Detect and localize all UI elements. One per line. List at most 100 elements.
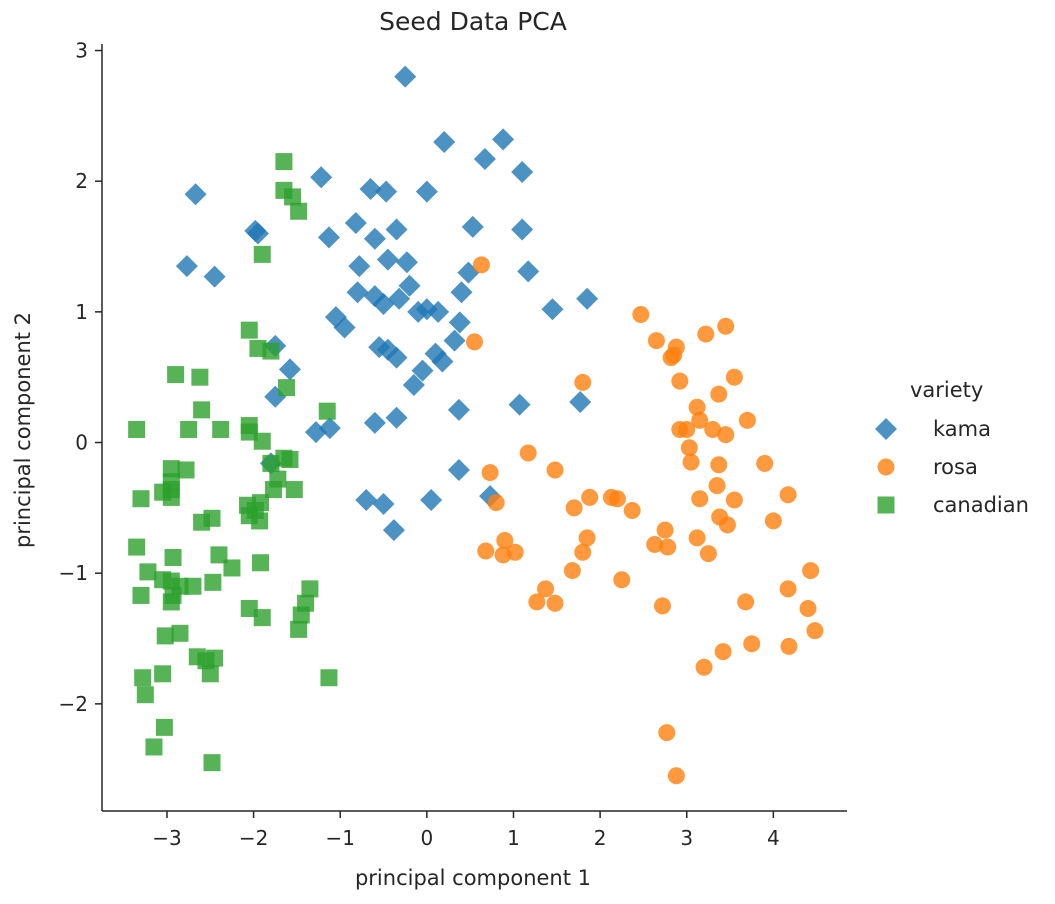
kama-point	[407, 300, 430, 323]
canadian-point	[155, 718, 173, 736]
canadian-point	[201, 665, 219, 683]
kama-point	[375, 180, 398, 203]
kama-point	[511, 218, 534, 241]
x-tick-label: 2	[594, 826, 607, 850]
rosa-point	[658, 724, 676, 742]
y-tick-label: 2	[75, 169, 88, 193]
kama-point	[376, 248, 399, 271]
rosa-point	[613, 571, 631, 589]
rosa-point	[623, 501, 641, 519]
kama-point	[402, 374, 425, 397]
rosa-point	[537, 580, 555, 598]
plot-marks	[128, 65, 824, 785]
rosa-point	[738, 411, 756, 429]
canadian-point	[180, 420, 198, 438]
rosa-point	[680, 439, 698, 457]
legend: variety kama rosa canadian	[875, 378, 1029, 517]
rosa-point	[756, 454, 774, 472]
canadian-point	[212, 420, 230, 438]
canadian-point	[128, 538, 146, 556]
kama-point	[333, 316, 356, 339]
rosa-point	[565, 499, 583, 517]
kama-point	[415, 180, 438, 203]
canadian-point	[132, 586, 150, 604]
rosa-point	[563, 562, 581, 580]
kama-point	[310, 166, 333, 189]
canadian-point	[139, 563, 157, 581]
kama-point	[448, 311, 471, 334]
kama-point	[443, 329, 466, 352]
series-rosa	[466, 256, 824, 785]
legend-title: variety	[910, 378, 983, 402]
canadian-point	[164, 549, 182, 567]
canadian-point	[136, 686, 154, 704]
rosa-point	[574, 373, 592, 391]
rosa-point	[799, 599, 817, 617]
x-tick-label: −1	[325, 826, 354, 850]
rosa-point	[519, 444, 537, 462]
canadian-point	[253, 609, 271, 627]
rosa-point	[667, 767, 685, 785]
rosa-point	[662, 349, 680, 367]
kama-point	[363, 411, 386, 434]
canadian-point	[128, 420, 146, 438]
y-tick-label: −1	[59, 561, 88, 585]
rosa-point	[725, 368, 743, 386]
canadian-point	[240, 423, 258, 441]
rosa-point	[697, 325, 715, 343]
rosa-point	[714, 643, 732, 661]
canadian-point	[251, 512, 269, 530]
canadian-point	[191, 368, 209, 386]
canadian-point	[290, 620, 308, 638]
kama-point	[461, 215, 484, 238]
kama-point	[278, 358, 301, 381]
y-tick-label: 1	[75, 300, 88, 324]
canadian-point	[132, 490, 150, 508]
rosa-point	[659, 538, 677, 556]
canadian-point	[134, 669, 152, 687]
kama-point	[411, 359, 434, 382]
rosa-point	[653, 597, 671, 615]
x-tick-label: 0	[420, 826, 433, 850]
x-axis-ticks: −3 −2 −1 0 1 2 3 4	[152, 811, 780, 850]
rosa-point	[466, 333, 483, 351]
canadian-point	[203, 754, 221, 772]
legend-marker-canadian	[877, 496, 895, 514]
kama-point	[388, 287, 411, 310]
rosa-point	[608, 490, 626, 508]
x-tick-label: 3	[680, 826, 693, 850]
y-tick-label: 0	[75, 431, 88, 455]
kama-point	[447, 398, 470, 421]
legend-marker-kama	[875, 418, 897, 440]
canadian-point	[301, 580, 319, 598]
canadian-point	[275, 153, 293, 171]
kama-point	[203, 265, 226, 288]
kama-point	[576, 287, 599, 310]
canadian-point	[292, 606, 310, 624]
canadian-point	[249, 339, 267, 357]
x-tick-label: 4	[767, 826, 780, 850]
x-tick-label: −2	[239, 826, 268, 850]
rosa-point	[743, 635, 761, 653]
rosa-point	[528, 593, 546, 611]
kama-point	[508, 393, 531, 416]
y-axis-ticks: −2 −1 0 1 2 3	[59, 39, 102, 716]
rosa-point	[546, 461, 564, 479]
rosa-point	[646, 535, 664, 553]
rosa-point	[710, 385, 728, 403]
kama-point	[318, 417, 341, 440]
rosa-point	[695, 658, 713, 676]
rosa-point	[802, 562, 820, 580]
rosa-point	[481, 464, 499, 482]
x-tick-label: −3	[152, 826, 181, 850]
canadian-point	[253, 245, 271, 263]
kama-point	[394, 65, 417, 88]
kama-point	[385, 346, 408, 369]
rosa-point	[581, 488, 599, 506]
canadian-point	[223, 559, 241, 577]
rosa-point	[779, 580, 797, 598]
kama-point	[246, 222, 269, 245]
rosa-point	[717, 317, 735, 335]
canadian-point	[162, 593, 180, 611]
canadian-point	[240, 321, 258, 339]
